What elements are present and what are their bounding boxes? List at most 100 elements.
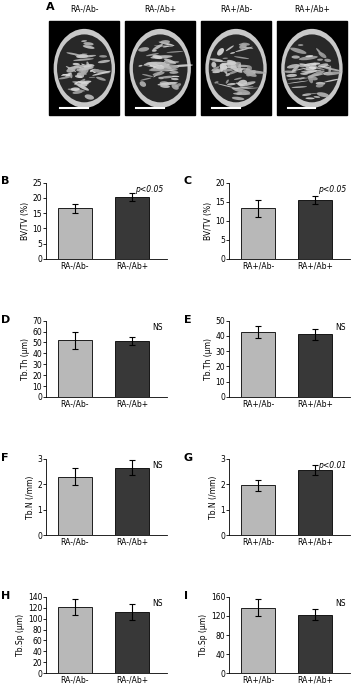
Ellipse shape	[80, 83, 87, 87]
Ellipse shape	[227, 62, 236, 69]
Bar	[115, 468, 149, 535]
Ellipse shape	[96, 77, 106, 81]
Ellipse shape	[90, 69, 110, 74]
Ellipse shape	[301, 70, 321, 72]
Ellipse shape	[310, 67, 314, 69]
Ellipse shape	[76, 79, 85, 85]
Bar	[298, 200, 332, 259]
Ellipse shape	[160, 62, 166, 65]
Ellipse shape	[306, 66, 318, 69]
Ellipse shape	[144, 62, 157, 65]
Ellipse shape	[80, 66, 84, 68]
Bar	[57, 340, 92, 397]
Ellipse shape	[81, 68, 89, 76]
Ellipse shape	[171, 84, 179, 90]
Ellipse shape	[70, 74, 72, 78]
Ellipse shape	[160, 81, 169, 85]
Ellipse shape	[149, 68, 172, 71]
Ellipse shape	[228, 69, 242, 75]
Ellipse shape	[283, 71, 297, 73]
Ellipse shape	[220, 63, 227, 70]
Text: B: B	[1, 176, 9, 187]
Ellipse shape	[158, 77, 164, 79]
Bar	[298, 335, 332, 397]
Ellipse shape	[306, 69, 314, 71]
Ellipse shape	[81, 64, 90, 68]
Ellipse shape	[299, 63, 313, 68]
Ellipse shape	[166, 51, 183, 53]
Ellipse shape	[84, 42, 94, 46]
Ellipse shape	[66, 52, 80, 56]
Text: NS: NS	[153, 323, 163, 332]
Ellipse shape	[156, 66, 164, 69]
Ellipse shape	[239, 44, 246, 46]
Ellipse shape	[82, 53, 88, 54]
Ellipse shape	[235, 68, 243, 71]
Ellipse shape	[287, 64, 299, 69]
Bar	[49, 22, 119, 115]
Ellipse shape	[153, 70, 164, 77]
Ellipse shape	[163, 64, 178, 67]
Ellipse shape	[240, 81, 256, 87]
Bar	[241, 608, 275, 673]
Ellipse shape	[246, 70, 256, 76]
Ellipse shape	[217, 83, 236, 88]
Y-axis label: Tb.Sp (μm): Tb.Sp (μm)	[199, 614, 208, 656]
Text: p<0.05: p<0.05	[135, 185, 163, 194]
Ellipse shape	[285, 35, 339, 102]
Ellipse shape	[241, 42, 250, 46]
Ellipse shape	[66, 66, 76, 72]
Text: F: F	[1, 452, 8, 463]
Ellipse shape	[160, 62, 172, 69]
Ellipse shape	[217, 48, 224, 56]
Text: NS: NS	[336, 323, 346, 332]
Text: C: C	[184, 176, 192, 187]
Ellipse shape	[71, 87, 80, 91]
Ellipse shape	[212, 69, 221, 73]
Ellipse shape	[151, 68, 170, 70]
Ellipse shape	[316, 48, 323, 56]
Ellipse shape	[164, 60, 169, 67]
Bar	[57, 607, 92, 673]
Ellipse shape	[222, 67, 237, 69]
Bar	[241, 332, 275, 397]
Ellipse shape	[302, 94, 311, 96]
Ellipse shape	[314, 67, 325, 70]
Ellipse shape	[142, 74, 153, 77]
Text: E: E	[184, 314, 191, 325]
Ellipse shape	[227, 83, 236, 85]
Bar	[115, 612, 149, 673]
Ellipse shape	[79, 54, 88, 58]
Ellipse shape	[209, 58, 223, 61]
Ellipse shape	[231, 66, 242, 73]
Ellipse shape	[79, 65, 92, 69]
Text: A: A	[46, 2, 55, 12]
Text: RA-/Ab-: RA-/Ab-	[70, 5, 99, 14]
Bar	[115, 341, 149, 397]
Ellipse shape	[320, 66, 330, 68]
Ellipse shape	[324, 59, 331, 62]
Ellipse shape	[159, 67, 164, 69]
Ellipse shape	[163, 46, 169, 47]
Ellipse shape	[150, 56, 173, 59]
Ellipse shape	[302, 70, 317, 74]
Ellipse shape	[93, 69, 99, 72]
Text: RA+/Ab+: RA+/Ab+	[294, 5, 330, 14]
Ellipse shape	[149, 63, 153, 67]
Ellipse shape	[163, 69, 178, 71]
Ellipse shape	[308, 67, 316, 69]
Ellipse shape	[133, 35, 187, 102]
Ellipse shape	[59, 76, 72, 79]
Ellipse shape	[241, 87, 258, 89]
Ellipse shape	[81, 40, 87, 42]
Ellipse shape	[236, 83, 244, 86]
Ellipse shape	[99, 55, 107, 58]
Ellipse shape	[73, 58, 94, 61]
Ellipse shape	[308, 76, 313, 83]
Bar	[241, 208, 275, 259]
Ellipse shape	[328, 66, 331, 74]
Ellipse shape	[306, 55, 313, 58]
Bar	[277, 22, 347, 115]
Ellipse shape	[307, 76, 318, 81]
Ellipse shape	[72, 63, 80, 65]
